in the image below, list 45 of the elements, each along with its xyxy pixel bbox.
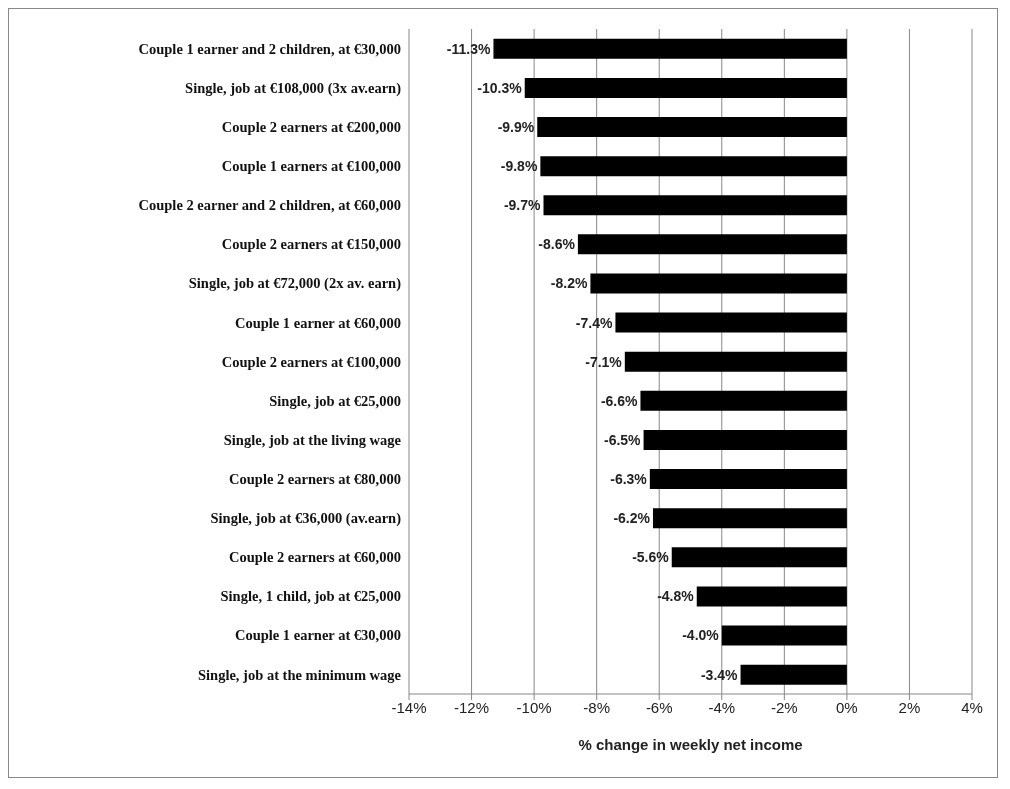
y-tick-label: Single, job at €108,000 (3x av.earn) [185, 79, 402, 97]
x-tick-label: -10% [516, 698, 552, 716]
y-tick-label: Couple 1 earner at €30,000 [234, 627, 401, 644]
x-tick-label: -12% [454, 698, 490, 716]
data-label: -8.2% [550, 275, 588, 292]
x-tick-label: -8% [583, 698, 611, 716]
data-label: -7.1% [585, 353, 623, 370]
y-tick-label: Single, job at €25,000 [269, 392, 401, 409]
x-tick-label: 2% [898, 698, 921, 716]
x-tick-label: 4% [961, 698, 983, 716]
x-tick-label: -4% [708, 698, 736, 716]
data-label: -6.5% [604, 431, 642, 448]
y-tick-label: Single, 1 child, job at €25,000 [220, 588, 401, 605]
y-tick-label: Single, job at the living wage [223, 431, 402, 448]
y-tick-label: Couple 2 earners at €200,000 [221, 118, 401, 135]
y-tick-label: Single, job at the minimum wage [198, 666, 402, 683]
x-tick-label: -6% [645, 698, 673, 716]
x-tick-label: 0% [836, 698, 858, 716]
data-label: -6.3% [610, 470, 648, 487]
data-label: -11.3% [446, 40, 491, 57]
y-tick-label: Couple 1 earners at €100,000 [221, 158, 401, 175]
data-label: -4.8% [657, 588, 695, 605]
data-label: -8.6% [538, 236, 576, 253]
x-tick-label: -2% [770, 698, 798, 716]
data-label: -9.9% [497, 118, 535, 135]
y-tick-label: Couple 2 earners at €80,000 [229, 471, 401, 487]
x-tick-label: -14% [391, 698, 427, 716]
y-tick-label: Single, job at €36,000 (av.earn) [210, 510, 402, 528]
data-label: -3.4% [700, 666, 739, 683]
data-label: -7.4% [575, 314, 613, 331]
data-label: -9.7% [503, 197, 542, 214]
y-tick-label: Couple 1 earner at €60,000 [234, 314, 401, 331]
data-label: -5.6% [632, 549, 670, 566]
y-tick-label: Couple 2 earners at €150,000 [221, 236, 401, 253]
data-label: -6.6% [600, 392, 638, 409]
y-tick-label: Single, job at €72,000 (2x av. earn) [188, 275, 402, 293]
y-tick-label: Couple 2 earner and 2 children, at €60,000 [138, 197, 401, 214]
y-tick-label: Couple 2 earners at €100,000 [221, 353, 401, 370]
y-tick-label: Couple 2 earners at €60,000 [229, 549, 401, 566]
data-label: -6.2% [613, 510, 651, 527]
data-label: -10.3% [477, 79, 523, 96]
data-label: -9.8% [500, 158, 538, 175]
y-tick-label: Couple 1 earner and 2 children, at €30,000 [138, 40, 401, 57]
x-axis-title: % change in weekly net income [578, 736, 803, 753]
data-label: -4.0% [682, 627, 720, 644]
